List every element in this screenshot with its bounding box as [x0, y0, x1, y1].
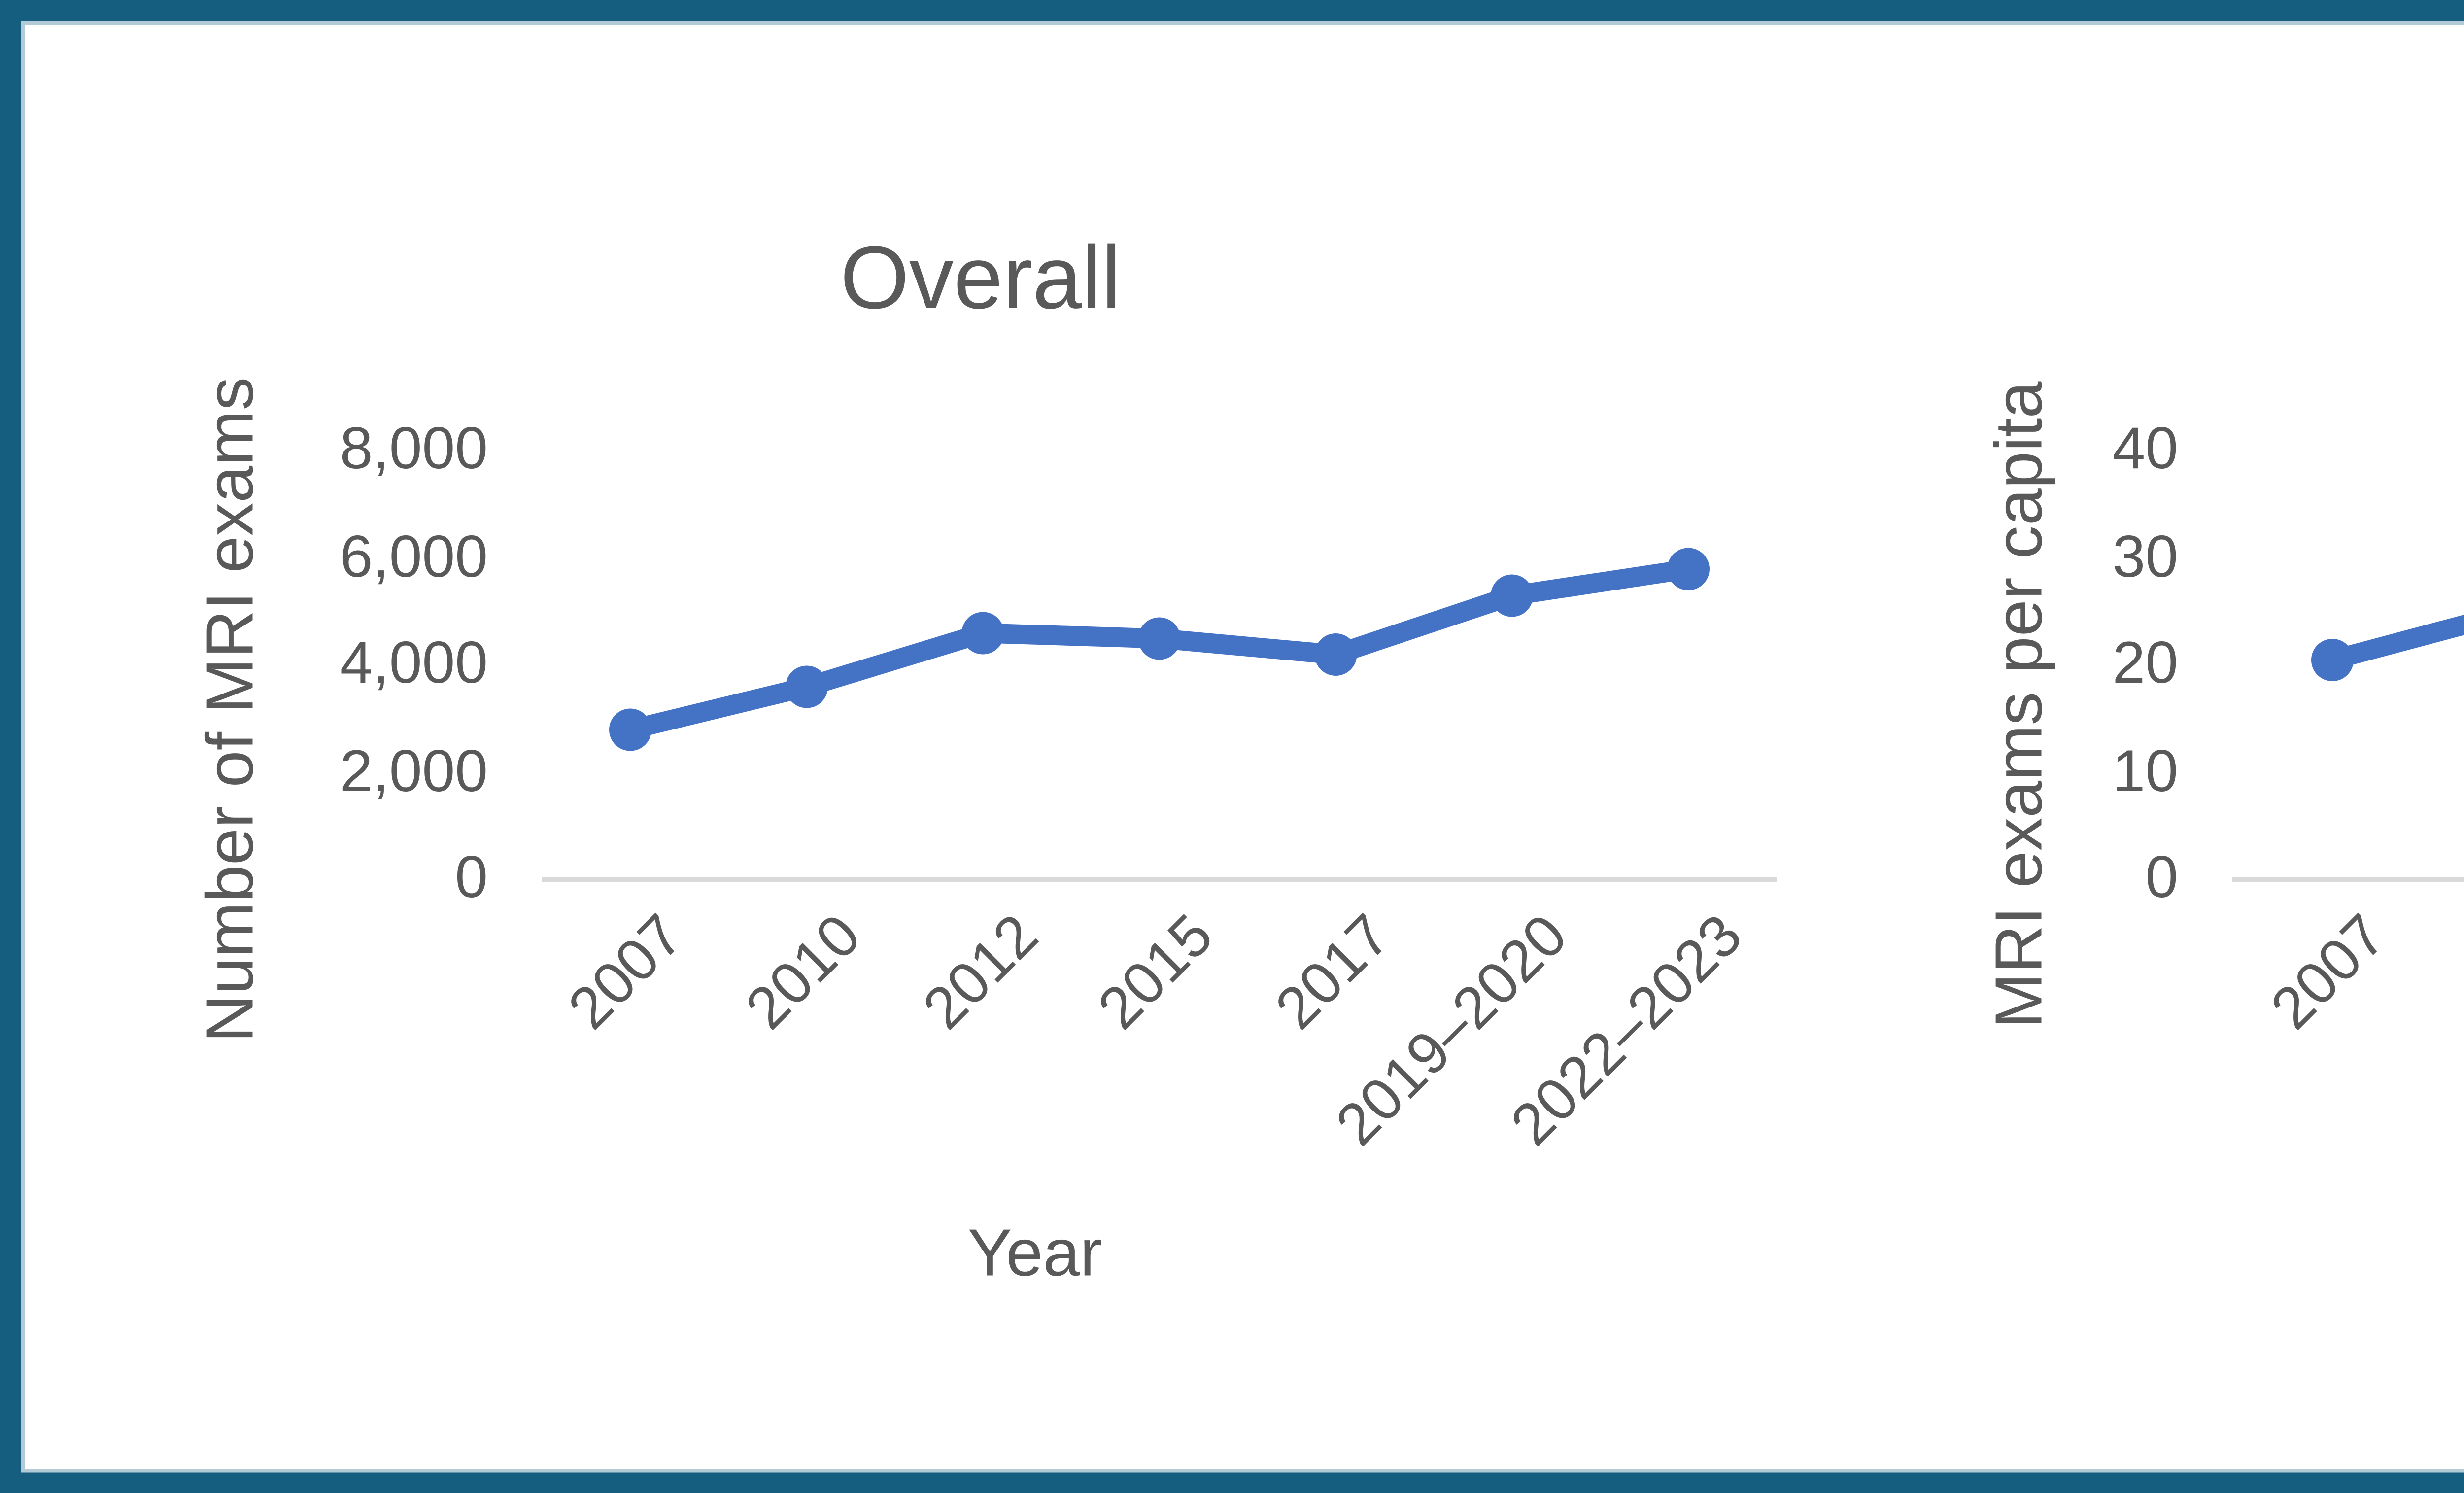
x-axis-tick-label: 2010 [2460, 903, 2464, 1043]
figure-background [23, 23, 2464, 1470]
y-axis-tick-label: 6,000 [340, 523, 488, 590]
y-axis-tick-label: 8,000 [340, 417, 488, 483]
x-axis-title: Year [967, 1216, 1102, 1290]
y-axis-tick-label: 40 [2112, 417, 2178, 483]
data-line [2322, 615, 2464, 670]
chart-title: Overall [840, 227, 1122, 328]
y-axis-tick-label: 0 [455, 845, 488, 912]
y-axis-tick-label: 0 [2145, 845, 2178, 912]
y-axis-tick-label: 4,000 [340, 631, 488, 697]
y-axis-tick-label: 20 [2112, 631, 2178, 697]
x-axis-tick-label: 2007 [2259, 903, 2400, 1043]
y-axis-tick-label: 10 [2112, 738, 2178, 805]
y-axis-tick-label: 2,000 [340, 738, 488, 805]
y-axis-tick-label: 30 [2112, 523, 2178, 590]
data-point-marker [2311, 638, 2354, 681]
